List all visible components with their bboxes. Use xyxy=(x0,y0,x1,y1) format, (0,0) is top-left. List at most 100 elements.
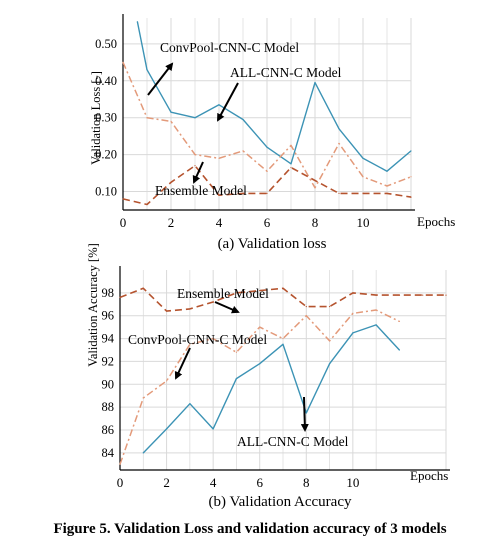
annotation-arrow xyxy=(192,161,204,184)
data-point xyxy=(170,181,172,183)
data-point xyxy=(386,170,388,172)
data-point xyxy=(398,320,401,323)
data-point xyxy=(305,412,307,414)
data-point xyxy=(362,157,364,159)
data-point xyxy=(314,179,316,182)
data-point xyxy=(212,337,214,340)
y-tick-label: 94 xyxy=(102,332,115,346)
grid xyxy=(119,270,447,470)
data-point xyxy=(218,194,220,196)
grid xyxy=(122,18,412,210)
data-point xyxy=(189,403,191,405)
data-point xyxy=(119,463,121,465)
data-point xyxy=(314,82,316,84)
data-point xyxy=(362,192,364,194)
validation-loss-chart: 0 2 4 6 8 10 0.10 0.20 0.30 0.40 0.50 Epochs Validat… xyxy=(89,14,455,252)
annotation-label: ConvPool-CNN-C Model xyxy=(160,40,299,55)
data-point xyxy=(338,192,340,194)
data-point xyxy=(235,377,238,380)
data-point xyxy=(266,192,268,194)
data-point xyxy=(338,128,340,130)
annotation-arrow xyxy=(217,82,239,122)
data-point xyxy=(212,301,214,303)
y-tick-label: 86 xyxy=(102,423,115,437)
data-point xyxy=(328,340,331,342)
data-point xyxy=(398,294,401,296)
data-point xyxy=(170,120,172,122)
data-point xyxy=(142,397,144,399)
data-point xyxy=(194,154,196,156)
y-tick-label: 0.30 xyxy=(95,111,117,125)
x-tick-label: 2 xyxy=(168,215,175,230)
data-point xyxy=(305,315,307,317)
data-point xyxy=(282,343,284,345)
data-point xyxy=(122,61,124,63)
data-point xyxy=(375,309,377,311)
data-point xyxy=(305,305,307,308)
data-point xyxy=(218,104,220,106)
data-point xyxy=(352,312,354,315)
y-tick-label: 0.40 xyxy=(95,74,117,88)
data-point xyxy=(212,428,214,430)
data-point xyxy=(282,337,284,340)
data-point xyxy=(189,308,191,310)
annotation-arrow xyxy=(174,347,191,380)
data-point xyxy=(194,165,196,167)
annotation-arrow xyxy=(300,396,309,432)
data-point xyxy=(119,296,121,299)
y-tick-label: 84 xyxy=(102,446,115,460)
data-point xyxy=(218,157,220,159)
data-point xyxy=(242,192,244,194)
data-point xyxy=(328,363,331,365)
annotation-arrow xyxy=(147,62,174,96)
data-point xyxy=(242,118,244,121)
x-tick-label: 10 xyxy=(357,215,370,230)
y-tick-label: 0.50 xyxy=(95,37,117,51)
data-point xyxy=(375,324,377,326)
data-point xyxy=(410,196,412,198)
x-axis-label: Epochs xyxy=(417,214,455,229)
data-point xyxy=(375,294,377,296)
y-tick-label: 96 xyxy=(102,309,115,323)
data-point xyxy=(142,287,144,289)
data-point xyxy=(362,176,364,178)
x-tick-label: 10 xyxy=(346,475,359,490)
annotation-label: ConvPool-CNN-C Model xyxy=(128,332,267,347)
data-point xyxy=(352,332,354,334)
x-tick-label: 4 xyxy=(210,475,217,490)
data-point xyxy=(410,176,412,178)
x-tick-label: 6 xyxy=(264,215,271,230)
data-point xyxy=(165,428,168,430)
data-point xyxy=(422,294,424,296)
data-point xyxy=(266,146,268,148)
figure-caption: Figure 5. Validation Loss and validation… xyxy=(53,521,446,537)
annotation-label: ALL-CNN-C Model xyxy=(230,65,342,80)
data-point xyxy=(165,310,168,312)
annotation-arrow xyxy=(214,301,240,314)
data-point xyxy=(235,351,238,353)
y-tick-label: 88 xyxy=(102,400,115,414)
data-point xyxy=(352,292,354,294)
y-tick-label: 92 xyxy=(102,354,115,368)
data-point xyxy=(146,69,148,71)
data-point xyxy=(170,111,172,113)
data-point xyxy=(142,452,144,454)
data-point xyxy=(259,363,261,365)
data-point xyxy=(290,166,292,169)
data-point xyxy=(165,380,168,382)
x-axis-label: Epochs xyxy=(410,468,448,483)
data-point xyxy=(386,192,388,194)
data-point xyxy=(146,117,148,119)
data-point xyxy=(189,343,191,345)
data-point xyxy=(266,170,268,172)
data-point xyxy=(328,305,331,308)
chart-subtitle: (a) Validation loss xyxy=(218,236,327,252)
x-tick-label: 0 xyxy=(117,475,124,490)
x-tick-label: 8 xyxy=(312,215,319,230)
y-tick-label: 98 xyxy=(102,286,115,300)
y-tick-label: 90 xyxy=(102,377,115,391)
chart-subtitle: (b) Validation Accuracy xyxy=(208,494,352,510)
data-point xyxy=(290,163,292,165)
x-tick-label: 0 xyxy=(120,215,127,230)
